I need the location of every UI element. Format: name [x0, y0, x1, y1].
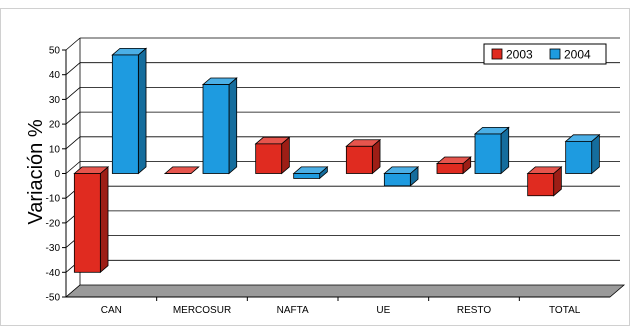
grid-diagonal [65, 161, 81, 174]
x-tick-label: MERCOSUR [173, 305, 231, 316]
bar-2003-TOTAL [526, 166, 563, 197]
legend-label-2004: 2004 [564, 48, 591, 62]
x-tick-label: TOTAL [549, 305, 581, 316]
bar-2004-CAN [111, 47, 148, 175]
bar-front [474, 133, 502, 174]
bar-front [73, 173, 101, 273]
bar-front [383, 173, 411, 187]
bar-front [565, 140, 593, 174]
y-tick-label: -10 [46, 194, 61, 205]
y-axis-label: Variación % [25, 119, 47, 224]
bar-2003-UE [345, 138, 382, 175]
x-tick-label: NAFTA [277, 305, 309, 316]
bar-side [500, 126, 510, 175]
bar-side [228, 77, 238, 175]
bar-2004-NAFTA [292, 166, 329, 180]
bars [73, 47, 601, 274]
legend-label-2003: 2003 [506, 48, 533, 62]
bar-side [137, 47, 147, 175]
bar-side [99, 166, 109, 274]
y-tick-label: -50 [46, 293, 61, 304]
chart-floor [64, 284, 626, 298]
legend-swatch-2004 [549, 48, 561, 60]
bar-2004-UE [383, 166, 420, 187]
bar-2004-RESTO [473, 126, 510, 175]
x-tick-label: UE [376, 305, 390, 316]
y-tick-label: 50 [49, 46, 61, 57]
legend: 2003 2004 [483, 43, 607, 65]
grid-diagonal [65, 111, 81, 125]
grid-diagonal [65, 87, 81, 100]
y-axis: -50 -40 -30 -20 -10 0 10 20 30 40 50 [46, 46, 67, 304]
legend-swatch-2003 [491, 48, 503, 60]
grid-diagonal [65, 62, 81, 76]
bar-front [527, 173, 555, 197]
bar-front [436, 163, 464, 174]
bar-2004-TOTAL [564, 133, 601, 175]
bar-front [202, 84, 230, 174]
legend-box [483, 43, 607, 65]
bar-2003-NAFTA [254, 136, 291, 175]
x-axis: CAN MERCOSUR NAFTA UE RESTO TOTAL [101, 297, 581, 316]
y-tick-label: -20 [46, 218, 61, 229]
bar-front [293, 173, 321, 179]
grid-diagonal [65, 136, 81, 150]
bar-front [111, 54, 139, 174]
y-tick-label: -40 [46, 268, 61, 279]
bar-front [255, 143, 283, 174]
floor-plane [64, 284, 626, 298]
grid-diagonal [65, 37, 81, 51]
bar-2003-MERCOSUR [163, 166, 200, 174]
x-tick-label: RESTO [457, 305, 491, 316]
y-tick-label: 10 [49, 144, 61, 155]
y-tick-label: 30 [49, 95, 61, 106]
x-tick-label: CAN [101, 305, 122, 316]
bar-front [345, 145, 373, 174]
bar-2004-MERCOSUR [201, 77, 238, 175]
bar-2003-CAN [73, 166, 110, 274]
y-tick-label: 0 [54, 169, 60, 180]
y-tick-label: -30 [46, 243, 61, 254]
bar-2003-RESTO [435, 156, 472, 175]
y-tick-label: 20 [49, 120, 61, 131]
y-tick-label: 40 [49, 70, 61, 81]
